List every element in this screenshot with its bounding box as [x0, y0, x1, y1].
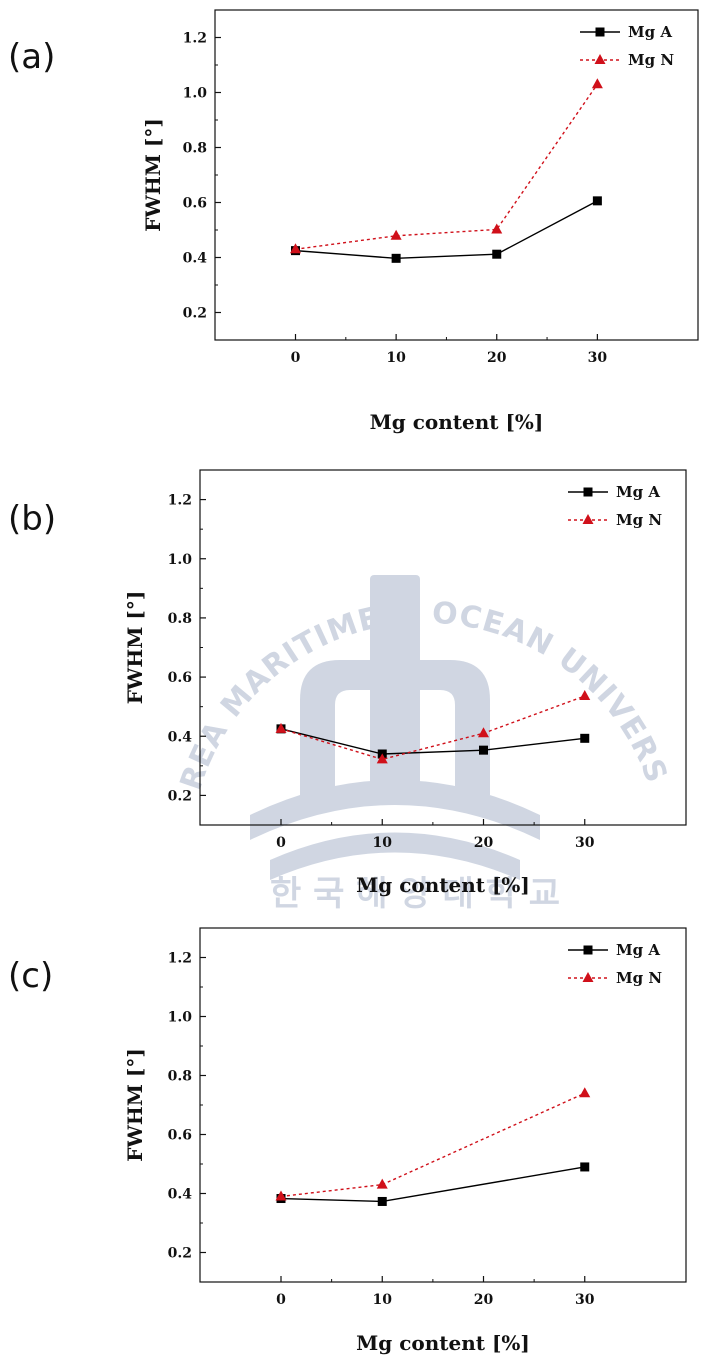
y-tick-label: 0.6 [168, 1128, 192, 1144]
y-tick-label: 0.2 [168, 1246, 192, 1262]
y-tick-label: 1.0 [168, 552, 193, 568]
panel-label: (c) [8, 956, 53, 996]
x-axis-title: Mg content [%] [370, 410, 544, 434]
series-line [280, 1166, 585, 1203]
legend-label: Mg A [616, 941, 660, 959]
legend-marker-triangle [594, 54, 606, 64]
watermark-seal: KOREA MARITIME & OCEAN UNIVERSITY 한 국 해 … [0, 0, 673, 914]
chart-panel-b: (b) 0 10 20 30 0.2 0.4 0.6 0.8 1.0 1.2 Mg content [… [8, 469, 687, 897]
x-tick-label: 10 [386, 350, 406, 366]
data-point-triangle [275, 722, 287, 733]
x-axis-title: Mg content [%] [356, 873, 530, 897]
x-tick-label: 0 [276, 1292, 286, 1308]
legend-label: Mg N [616, 969, 662, 987]
panel-label: (b) [8, 499, 56, 539]
y-tick-label: 0.8 [183, 141, 207, 157]
x-tick-label: 20 [487, 350, 507, 366]
x-tick-label: 30 [575, 1292, 595, 1308]
y-tick-label: 1.0 [183, 86, 208, 102]
legend-label: Mg A [628, 23, 672, 41]
data-point-square [391, 253, 401, 263]
y-tick-label: 0.4 [183, 251, 208, 267]
legend-marker-square [583, 945, 593, 955]
data-point-square [580, 1162, 590, 1172]
y-tick-label: 1.2 [168, 493, 192, 509]
data-point-triangle [579, 1087, 591, 1098]
y-tick-label: 1.2 [168, 951, 192, 967]
data-point-triangle [275, 1190, 287, 1201]
legend-label: Mg N [616, 511, 662, 529]
data-point-square [377, 1196, 387, 1206]
y-tick-label: 0.2 [183, 306, 207, 322]
x-tick-label: 30 [588, 350, 608, 366]
y-tick-label: 0.6 [183, 196, 207, 212]
data-point-triangle [390, 229, 402, 240]
legend-marker-triangle [582, 972, 594, 982]
chart-panel-c: (c) 0 10 20 30 0.2 0.4 0.6 0.8 1.0 1.2 Mg content [… [8, 927, 687, 1355]
series-line [280, 728, 585, 755]
y-tick-label: 0.4 [168, 1187, 193, 1203]
y-tick-label: 0.2 [168, 788, 192, 804]
series-line [295, 83, 598, 250]
data-point-square [479, 745, 488, 755]
legend-marker-square [583, 487, 593, 497]
y-tick-label: 1.0 [168, 1010, 193, 1026]
y-axis-title: FWHM [°] [141, 118, 165, 232]
y-tick-label: 0.6 [168, 670, 192, 686]
series-line [280, 1092, 586, 1198]
data-point-triangle [478, 727, 489, 738]
x-tick-label: 0 [291, 350, 301, 366]
plot-frame [214, 9, 699, 341]
x-tick-label: 0 [276, 835, 286, 851]
chart-panel-a: (a) 0 10 20 30 0.2 0.4 0.6 0.8 1.0 1.2 Mg content [… [8, 9, 699, 434]
data-point-square [492, 249, 502, 259]
data-point-triangle [376, 1178, 388, 1189]
y-tick-label: 0.8 [168, 611, 192, 627]
x-tick-label: 10 [373, 1292, 393, 1308]
legend-marker-square [595, 27, 605, 37]
watermark-bottom-text: 한 국 해 양 대 학 교 [270, 874, 560, 914]
panel-label: (a) [8, 37, 55, 77]
data-point-triangle [491, 223, 503, 234]
watermark-emblem [250, 575, 540, 880]
y-axis-title: FWHM [°] [123, 591, 147, 705]
x-tick-label: 20 [474, 835, 494, 851]
x-tick-label: 30 [575, 835, 595, 851]
data-point-triangle [290, 243, 301, 254]
legend-label: Mg N [628, 51, 674, 69]
plot-frame [199, 927, 687, 1283]
series-line [295, 200, 598, 260]
legend-marker-triangle [582, 514, 594, 524]
data-point-triangle [579, 690, 591, 701]
legend-label: Mg A [616, 483, 660, 501]
x-axis-title: Mg content [%] [356, 1331, 530, 1355]
data-point-triangle [591, 78, 603, 89]
y-tick-label: 0.8 [168, 1069, 192, 1085]
data-point-square [580, 733, 590, 743]
data-point-square [592, 196, 602, 206]
series-line [280, 695, 585, 761]
x-tick-label: 20 [474, 1292, 494, 1308]
y-tick-label: 1.2 [183, 31, 207, 47]
data-point-triangle [376, 753, 388, 764]
y-axis-title: FWHM [°] [123, 1048, 147, 1162]
x-tick-label: 10 [373, 835, 393, 851]
y-tick-label: 0.4 [168, 729, 193, 745]
